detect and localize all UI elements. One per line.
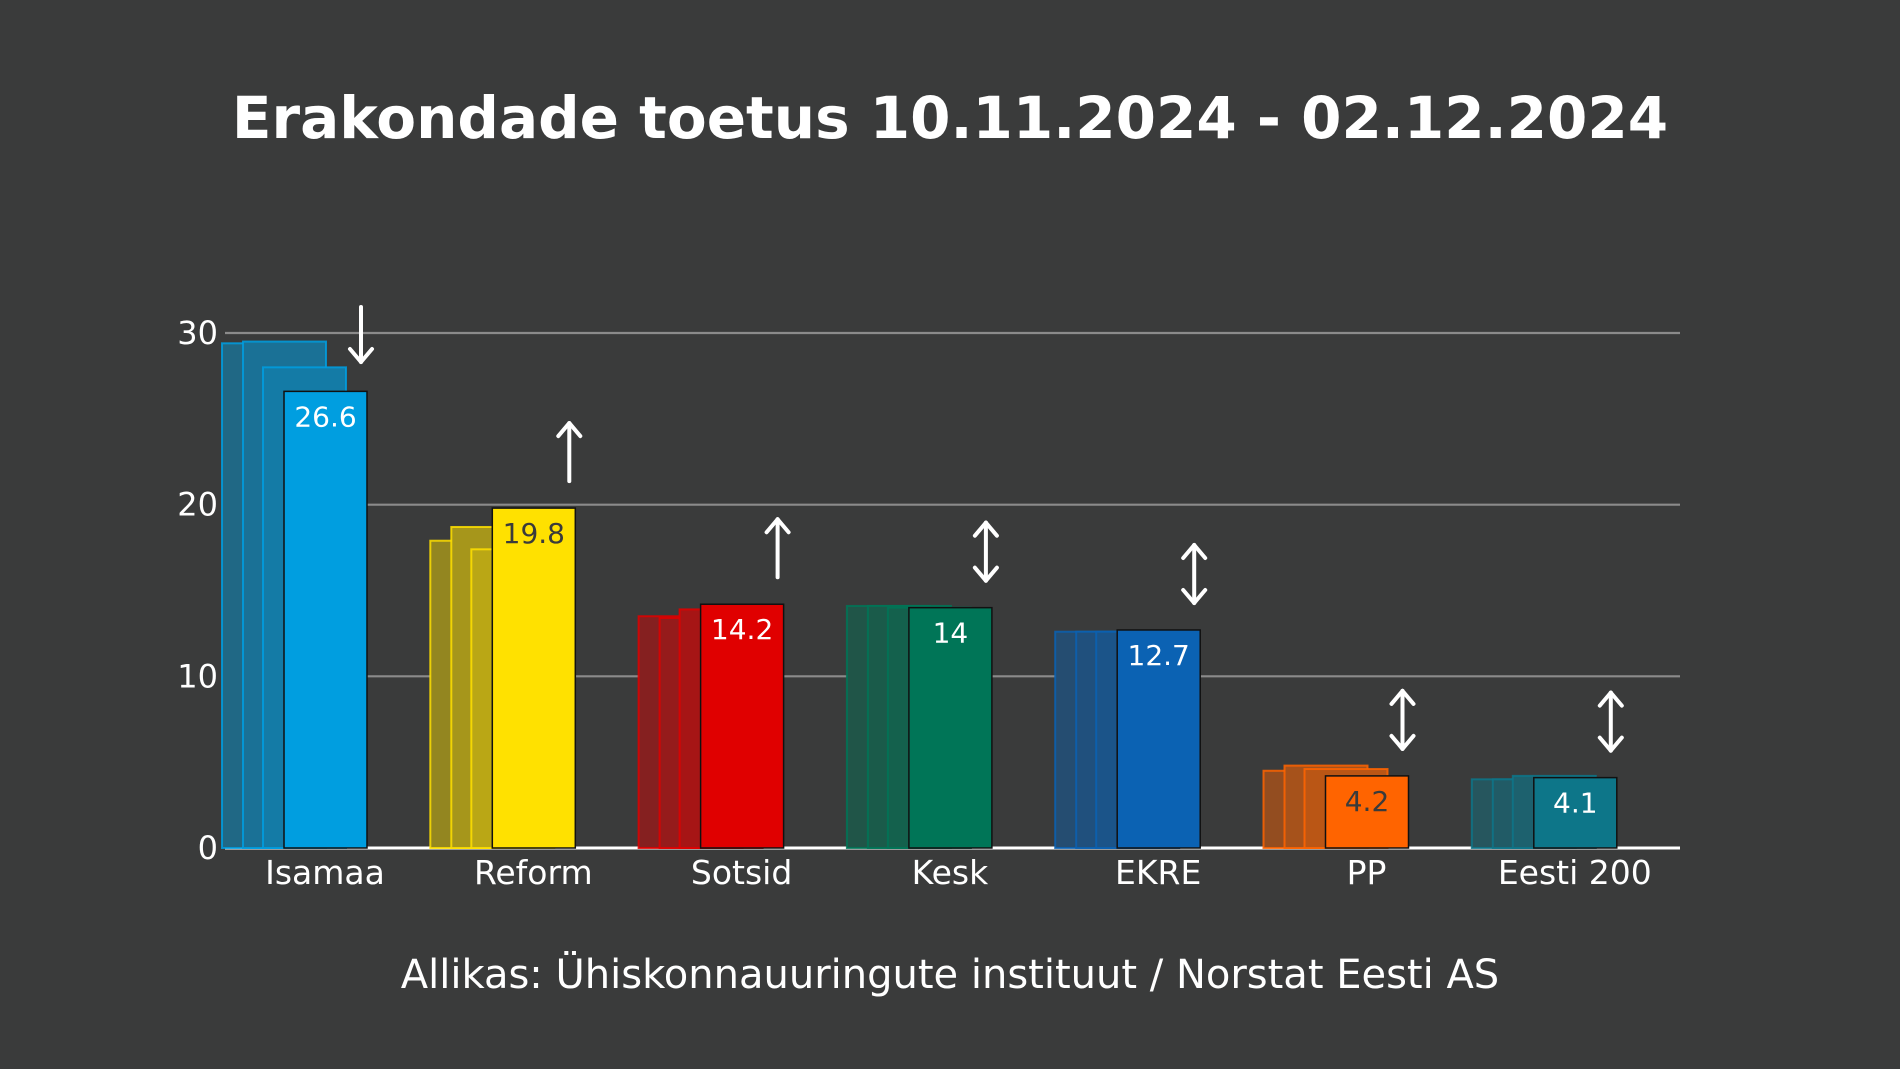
arrow-up-down-icon	[1597, 690, 1624, 753]
x-tick-label: Sotsid	[691, 853, 792, 892]
value-label: 4.2	[1345, 785, 1390, 818]
x-tick-label: Reform	[474, 853, 593, 892]
y-tick-label: 30	[177, 314, 218, 352]
x-tick-label: Eesti 200	[1498, 853, 1652, 892]
bar-current	[699, 603, 785, 849]
arrow-up-icon	[764, 517, 791, 580]
arrow-up-down-icon	[972, 520, 999, 583]
x-tick-label: Kesk	[912, 853, 989, 892]
x-tick-label: EKRE	[1115, 853, 1201, 892]
bar-current	[908, 606, 993, 849]
arrow-up-icon	[556, 421, 583, 484]
y-tick-label: 10	[177, 657, 218, 695]
x-tick-label: PP	[1347, 853, 1387, 892]
arrow-up-down-icon	[1389, 688, 1416, 751]
value-label: 4.1	[1553, 787, 1598, 820]
bar-current	[1324, 775, 1410, 849]
arrow-down-icon	[348, 305, 374, 364]
x-tick-label: Isamaa	[265, 853, 385, 892]
chart-source: Allikas: Ühiskonnauuringute instituut / …	[400, 952, 1500, 998]
value-label: 26.6	[294, 400, 356, 433]
value-label: 14.2	[711, 613, 773, 646]
chart-title: Erakondade toetus 10.11.2024 - 02.12.202…	[231, 84, 1669, 152]
bar-current	[491, 507, 577, 849]
arrow-up-down-icon	[1181, 542, 1208, 605]
value-label: 14	[933, 617, 969, 650]
value-label: 12.7	[1128, 639, 1190, 672]
y-tick-label: 0	[198, 829, 218, 867]
bar-current	[1116, 629, 1201, 849]
bar-current	[1533, 776, 1618, 849]
value-label: 19.8	[503, 517, 565, 550]
y-tick-label: 20	[177, 486, 218, 524]
bar-current	[283, 390, 368, 849]
